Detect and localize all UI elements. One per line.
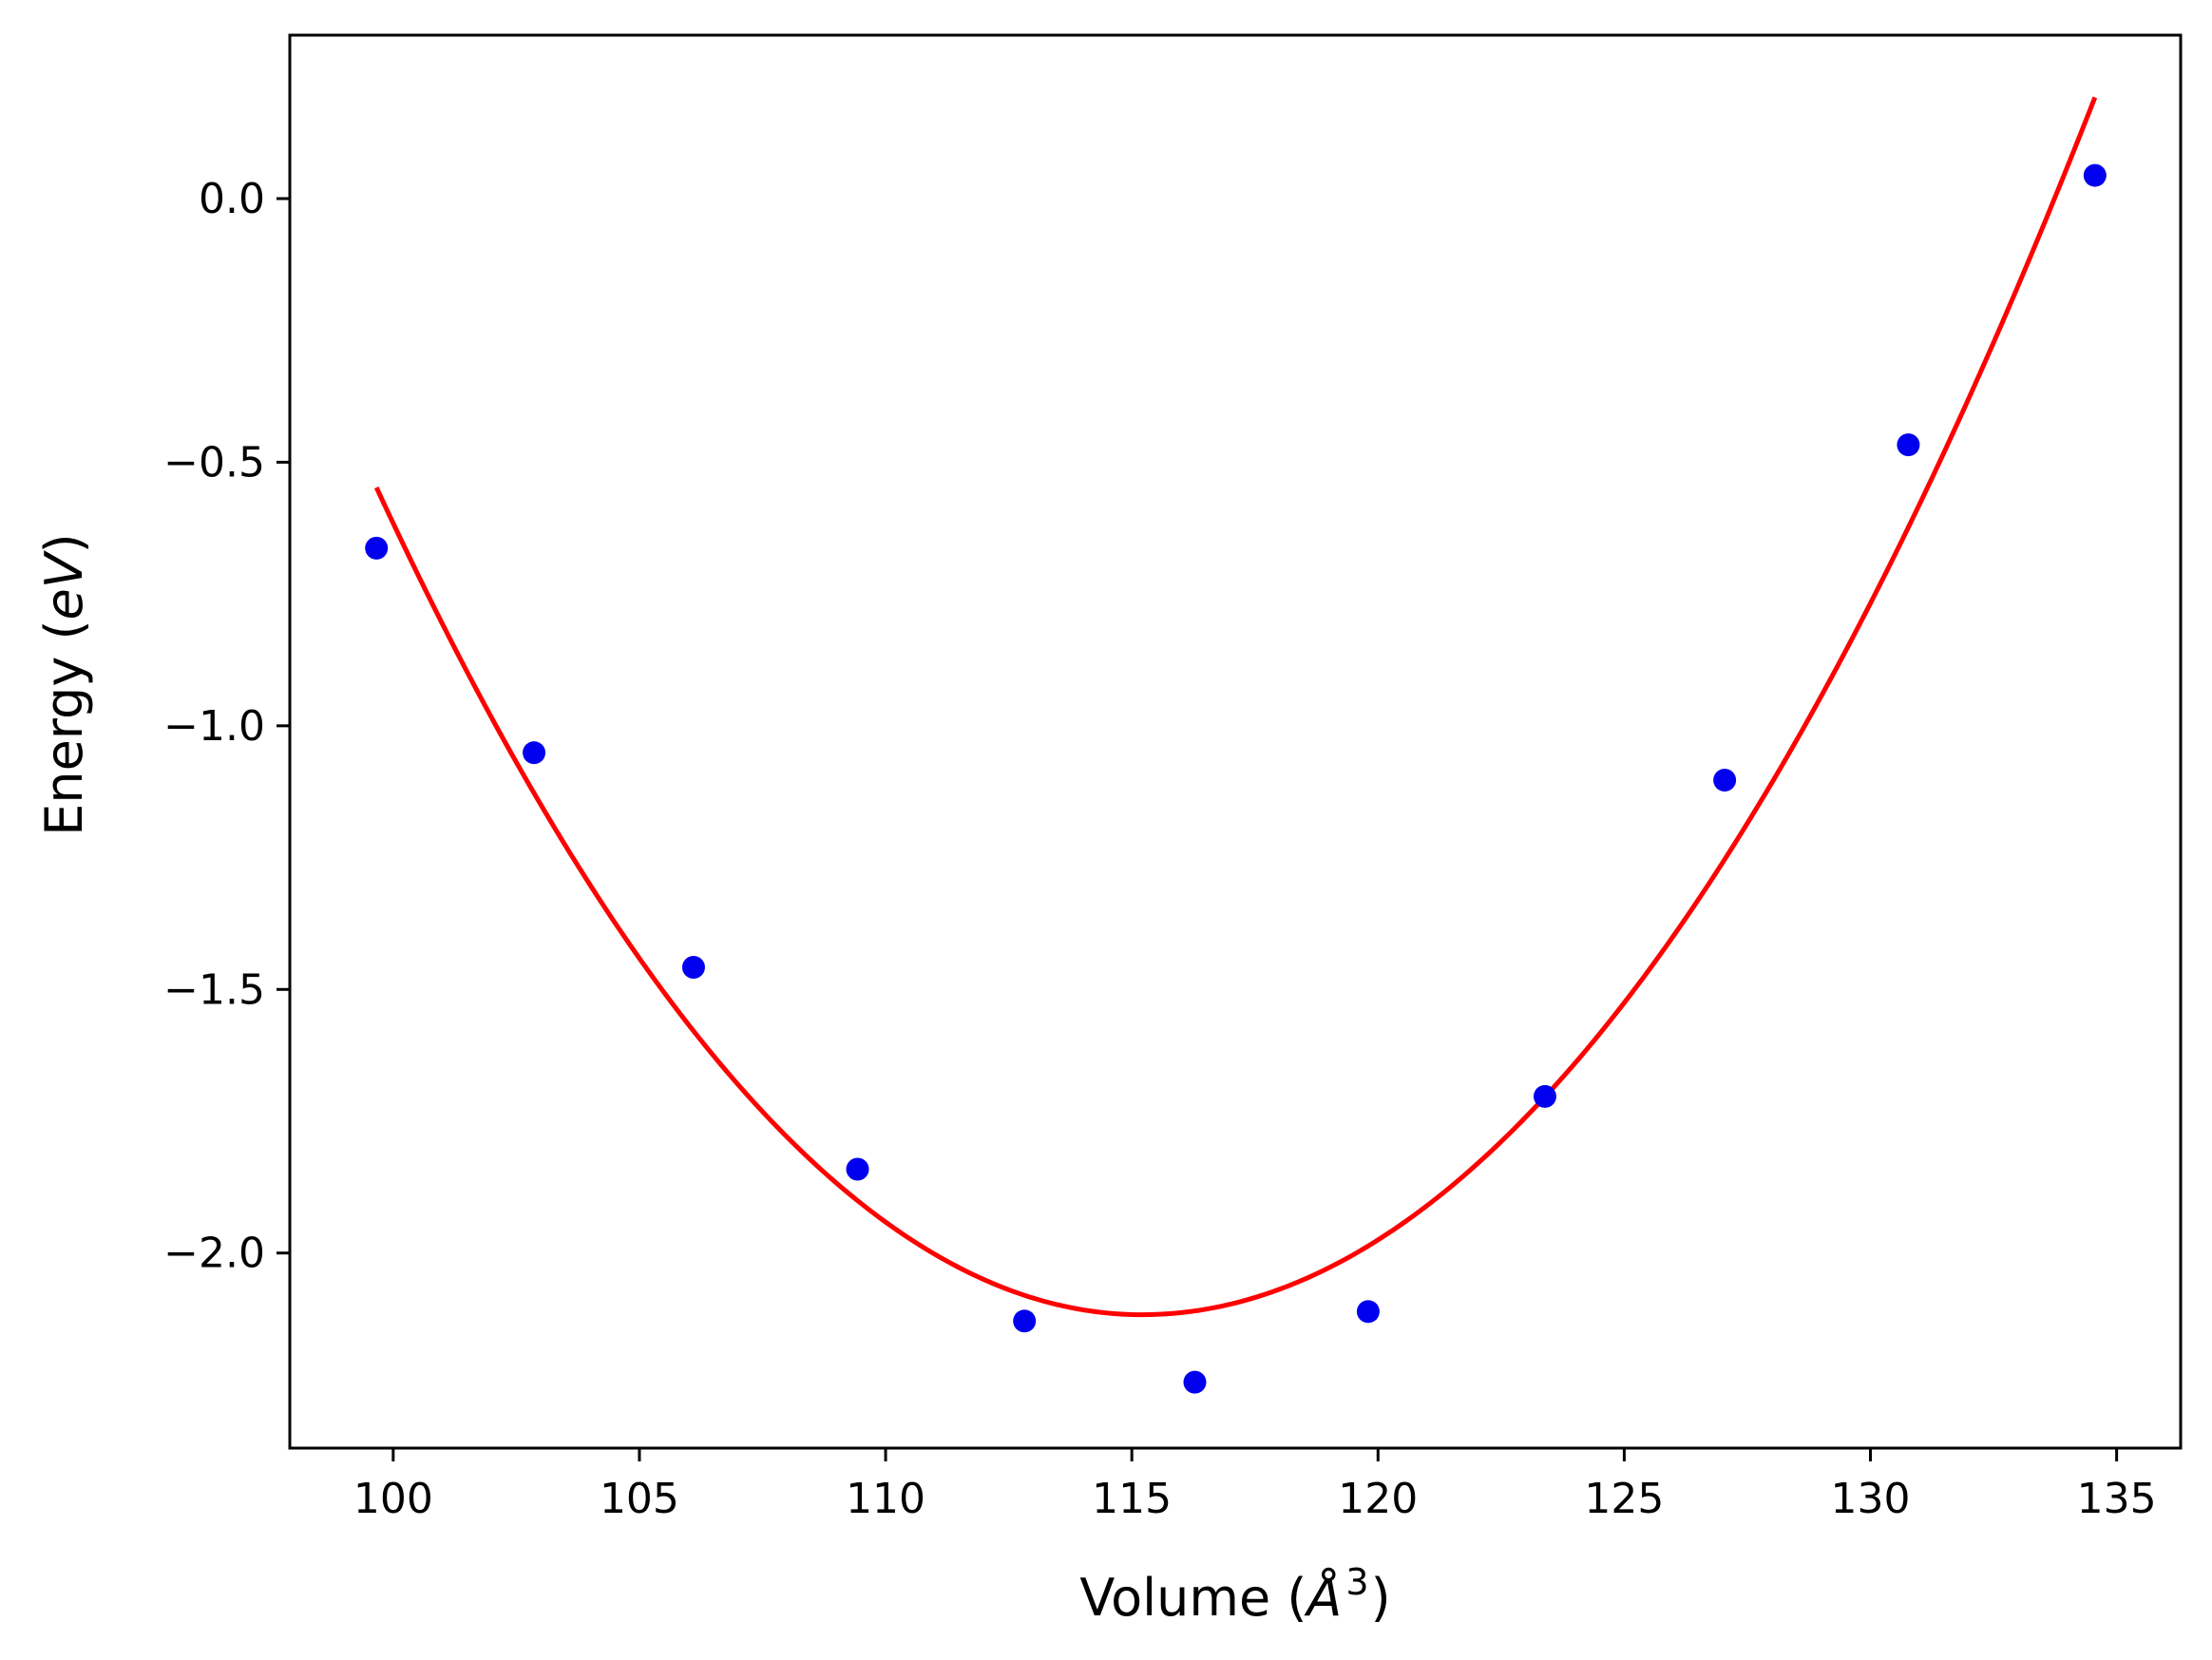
data-point [846,1157,869,1181]
x-tick-label: 110 [846,1475,925,1523]
data-point [1897,433,1920,457]
y-tick-label: −0.5 [163,438,265,487]
data-point [681,955,705,979]
data-point [1713,769,1737,792]
y-axis-label-prefix: Energy ( [34,620,94,835]
y-axis-label-suffix: ) [34,533,94,553]
data-point [2083,163,2107,187]
y-tick-label: 0.0 [199,175,265,223]
x-axis-label: Volume (Å 3) [1079,1561,1390,1628]
x-tick-label: 125 [1584,1475,1664,1523]
x-tick-label: 135 [2077,1475,2157,1523]
x-axis-label-prefix: Volume ( [1079,1568,1306,1628]
x-tick-label: 120 [1338,1475,1418,1523]
y-axis-label-unit: eV [34,549,94,620]
y-axis-label: Energy (eV) [34,533,94,836]
x-axis-label-exponent: 3 [1345,1561,1368,1603]
y-tick-label: −1.5 [163,965,265,1014]
x-axis-label-unit: Å [1304,1567,1342,1628]
x-axis-label-suffix: ) [1371,1568,1391,1628]
plot-frame [288,33,2183,1450]
data-point [1533,1084,1556,1108]
fit-curve [373,96,2098,1318]
y-tick-label: −1.0 [163,702,265,751]
data-point [1183,1370,1207,1394]
data-point [365,536,389,560]
data-point [1356,1300,1380,1324]
x-tick-label: 130 [1831,1475,1911,1523]
data-point [523,741,546,765]
x-tick-label: 115 [1092,1475,1172,1523]
x-tick-label: 105 [600,1475,679,1523]
y-tick-label: −2.0 [163,1230,265,1278]
data-point [1013,1309,1037,1333]
x-tick-label: 100 [353,1475,433,1523]
